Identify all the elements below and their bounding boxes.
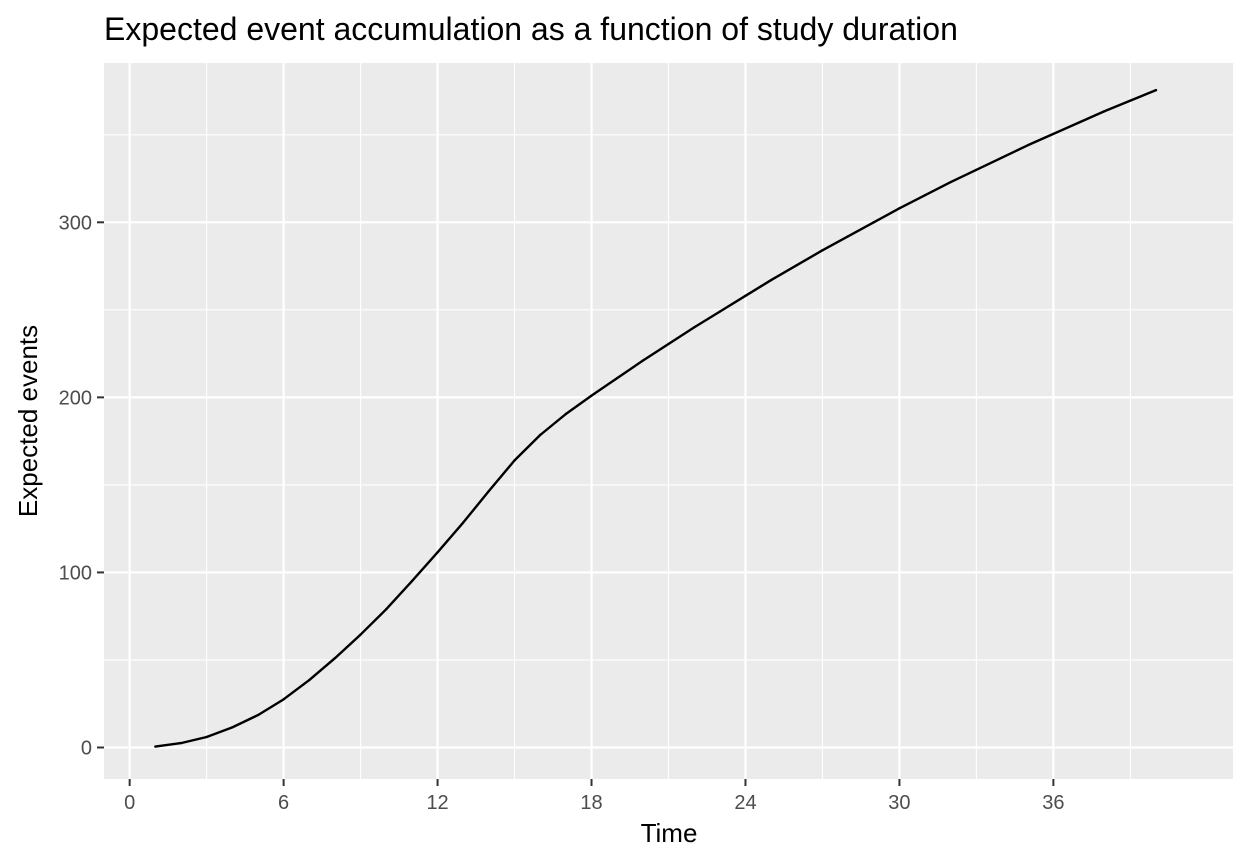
x-tick-label: 0	[124, 792, 135, 814]
data-point	[1077, 121, 1081, 124]
data-point	[1026, 144, 1029, 147]
data-point	[231, 726, 234, 729]
data-point	[205, 735, 208, 739]
y-tick-label: 200	[59, 387, 92, 409]
data-point	[154, 745, 157, 748]
data-point	[1129, 99, 1132, 102]
data-point	[667, 342, 670, 346]
x-tick-label: 6	[278, 792, 289, 814]
data-point	[282, 698, 285, 701]
data-point	[564, 412, 568, 416]
chart-title: Expected event accumulation as a functio…	[104, 11, 958, 47]
data-point	[615, 376, 619, 380]
data-point	[795, 264, 798, 267]
x-axis: 0 6 12 18 24 30 36	[124, 779, 1065, 814]
data-point	[1103, 109, 1106, 113]
y-tick-label: 100	[59, 562, 92, 584]
x-tick-label: 24	[734, 792, 756, 814]
data-point	[692, 326, 696, 329]
data-point	[769, 278, 773, 282]
data-point	[641, 359, 645, 362]
x-tick-label: 12	[426, 792, 448, 814]
data-point	[744, 294, 747, 298]
data-point	[436, 551, 439, 554]
y-tick-label: 300	[59, 212, 92, 234]
data-point	[308, 678, 311, 682]
x-tick-label: 30	[888, 792, 910, 814]
y-tick-label: 0	[81, 737, 92, 759]
y-axis: 0 100 200 300	[59, 212, 104, 759]
x-tick-label: 36	[1042, 792, 1064, 814]
data-point	[923, 193, 927, 197]
x-tick-label: 18	[580, 792, 602, 814]
data-point	[975, 168, 978, 171]
data-point	[718, 310, 722, 313]
data-point	[898, 207, 901, 210]
data-point	[539, 433, 542, 437]
data-point	[256, 713, 260, 717]
data-point	[487, 489, 491, 493]
x-axis-title: Time	[641, 818, 698, 848]
data-point	[949, 180, 952, 184]
series-layer	[154, 88, 1158, 748]
data-point	[410, 579, 414, 583]
data-point	[385, 607, 388, 611]
series-line	[155, 89, 1157, 748]
data-point	[872, 221, 875, 224]
data-point	[1154, 88, 1158, 92]
data-point	[846, 235, 850, 238]
data-point	[1000, 156, 1004, 159]
minor-gridlines	[104, 63, 1233, 779]
data-point	[359, 633, 362, 636]
y-axis-title: Expected events	[13, 325, 43, 517]
data-point	[1052, 132, 1055, 136]
data-point	[590, 394, 593, 397]
data-point	[513, 459, 516, 462]
data-point	[462, 521, 465, 524]
data-point	[179, 741, 183, 745]
major-gridlines	[104, 63, 1233, 779]
data-point	[821, 249, 824, 252]
data-point	[333, 657, 337, 660]
